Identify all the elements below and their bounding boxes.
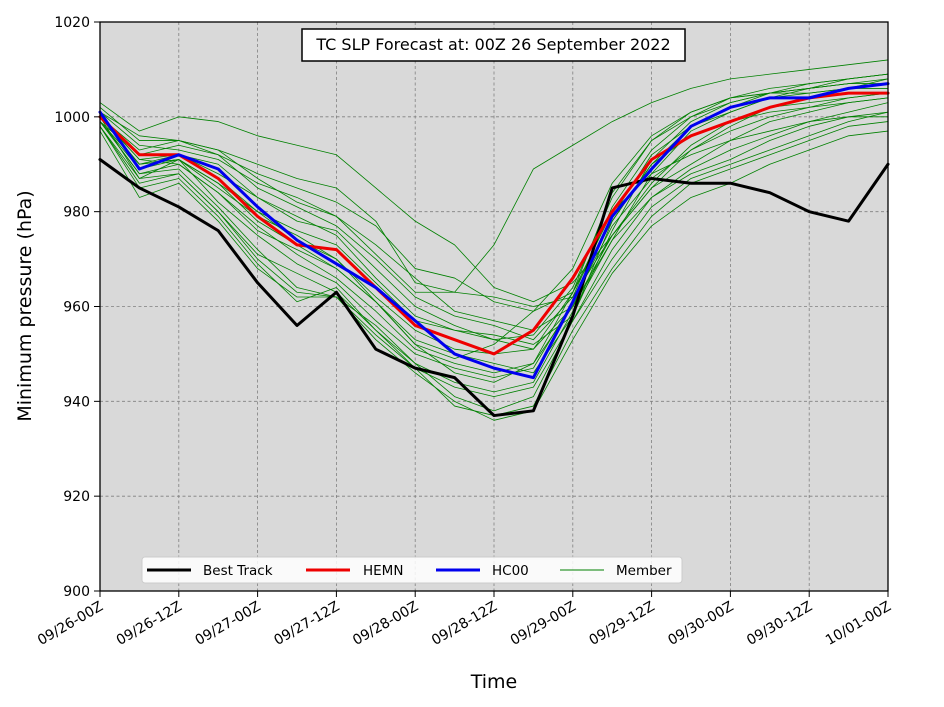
hc00-line (98, 82, 890, 380)
member-line-17 (99, 116, 888, 412)
member-line-2 (99, 73, 889, 312)
member-line-12 (99, 92, 889, 374)
member-line-19 (99, 130, 889, 421)
chart-title-box: TC SLP Forecast at: 00Z 26 September 202… (301, 28, 686, 62)
y-axis-title: Minimum pressure (hPa) (14, 190, 36, 421)
y-tick-label-980: 980 (63, 205, 90, 221)
x-tick-label-0: 09/26-00Z (35, 599, 106, 649)
member-series-layer (99, 59, 889, 421)
y-tick-label-960: 960 (63, 300, 90, 316)
x-tick-label-1: 09/26-12Z (114, 599, 185, 649)
x-tick-label-6: 09/29-00Z (508, 599, 579, 649)
member-line-20 (99, 97, 889, 307)
x-tick-label-4: 09/28-00Z (350, 599, 421, 649)
member-line-10 (99, 87, 888, 360)
x-tick-label-9: 09/30-12Z (744, 599, 815, 649)
legend-entry-member: Member (560, 563, 672, 579)
best-track-line (98, 158, 890, 418)
legend-box (141, 556, 683, 584)
member-line-3 (99, 59, 889, 293)
y-axis: 900 920 940 960 980 1000 1020 (54, 15, 100, 600)
x-axis: 09/26-00Z 09/26-12Z 09/27-00Z 09/27-12Z 09/2… (35, 591, 894, 649)
legend-entry-hc00: HC00 (436, 563, 529, 579)
x-tick-label-3: 09/27-12Z (271, 599, 342, 649)
legend-label-hc00: HC00 (492, 563, 529, 579)
y-tick-label-940: 940 (63, 394, 90, 410)
y-tick-label-1020: 1020 (54, 15, 90, 31)
y-tick-label-900: 900 (63, 584, 90, 600)
chart-title: TC SLP Forecast at: 00Z 26 September 202… (315, 35, 670, 54)
y-tick-label-920: 920 (63, 489, 90, 505)
legend-entry-best-track: Best Track (147, 563, 273, 579)
member-line-15 (99, 111, 889, 397)
legend-label-best-track: Best Track (203, 563, 273, 579)
x-tick-label-5: 09/28-12Z (429, 599, 500, 649)
legend-label-member: Member (616, 563, 672, 579)
x-tick-label-8: 09/30-00Z (665, 599, 736, 649)
x-tick-label-2: 09/27-00Z (193, 599, 264, 649)
main-series-layer (98, 82, 890, 418)
member-line-13 (99, 97, 889, 379)
grid-layer (100, 22, 888, 591)
legend: Best Track HEMN HC00 Member (141, 556, 683, 584)
legend-label-hemn: HEMN (363, 563, 403, 579)
member-line-14 (99, 102, 889, 393)
x-tick-label-7: 09/29-12Z (587, 599, 658, 649)
y-tick-label-1000: 1000 (54, 110, 90, 126)
member-line-5 (99, 73, 889, 341)
hemn-line (98, 91, 890, 356)
x-tick-label-10: 10/01-00Z (823, 599, 894, 649)
legend-entry-hemn: HEMN (306, 563, 403, 579)
x-axis-title: Time (470, 671, 518, 693)
